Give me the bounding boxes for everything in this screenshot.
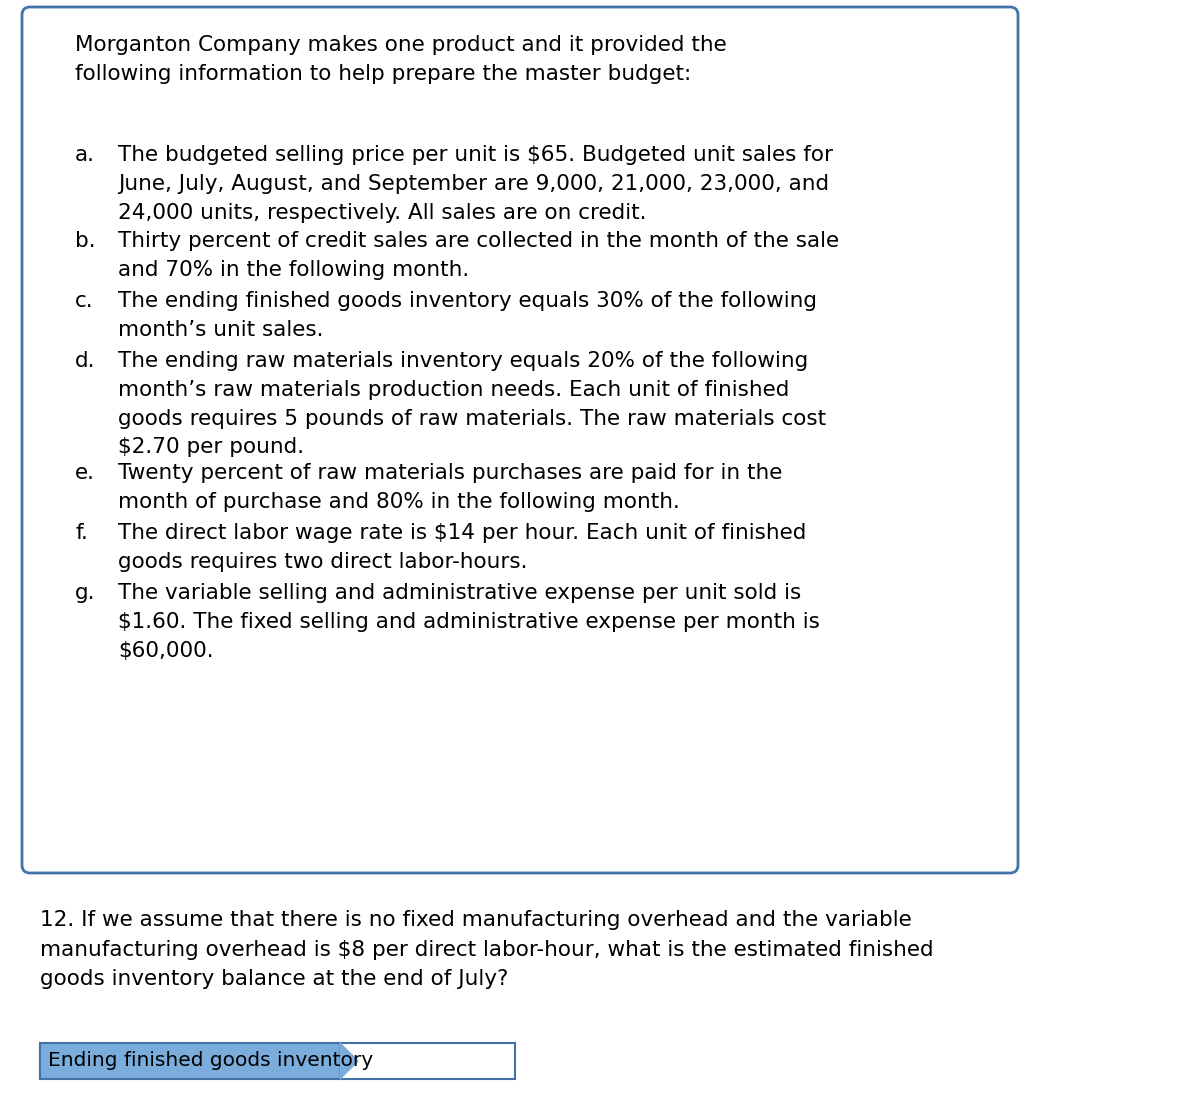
Text: 12. If we assume that there is no fixed manufacturing overhead and the variable
: 12. If we assume that there is no fixed …: [40, 910, 934, 989]
Text: The direct labor wage rate is $14 per hour. Each unit of finished
goods requires: The direct labor wage rate is $14 per ho…: [118, 523, 806, 572]
Text: Morganton Company makes one product and it provided the
following information to: Morganton Company makes one product and …: [74, 35, 727, 84]
Text: g.: g.: [74, 583, 96, 603]
Text: The ending finished goods inventory equals 30% of the following
month’s unit sal: The ending finished goods inventory equa…: [118, 291, 817, 340]
Text: The ending raw materials inventory equals 20% of the following
month’s raw mater: The ending raw materials inventory equal…: [118, 351, 826, 458]
Text: c.: c.: [74, 291, 94, 311]
Text: a.: a.: [74, 145, 95, 164]
Bar: [340, 1043, 515, 1079]
FancyBboxPatch shape: [22, 7, 1018, 873]
Text: f.: f.: [74, 523, 88, 543]
Text: Twenty percent of raw materials purchases are paid for in the
month of purchase : Twenty percent of raw materials purchase…: [118, 463, 782, 511]
Text: Thirty percent of credit sales are collected in the month of the sale
and 70% in: Thirty percent of credit sales are colle…: [118, 231, 839, 280]
Text: e.: e.: [74, 463, 95, 483]
Text: The variable selling and administrative expense per unit sold is
$1.60. The fixe: The variable selling and administrative …: [118, 583, 820, 660]
Text: b.: b.: [74, 231, 96, 251]
Polygon shape: [340, 1043, 358, 1079]
Text: Ending finished goods inventory: Ending finished goods inventory: [48, 1052, 373, 1071]
Text: The budgeted selling price per unit is $65. Budgeted unit sales for
June, July, : The budgeted selling price per unit is $…: [118, 145, 833, 223]
Text: d.: d.: [74, 351, 96, 372]
Bar: [40, 1043, 340, 1079]
